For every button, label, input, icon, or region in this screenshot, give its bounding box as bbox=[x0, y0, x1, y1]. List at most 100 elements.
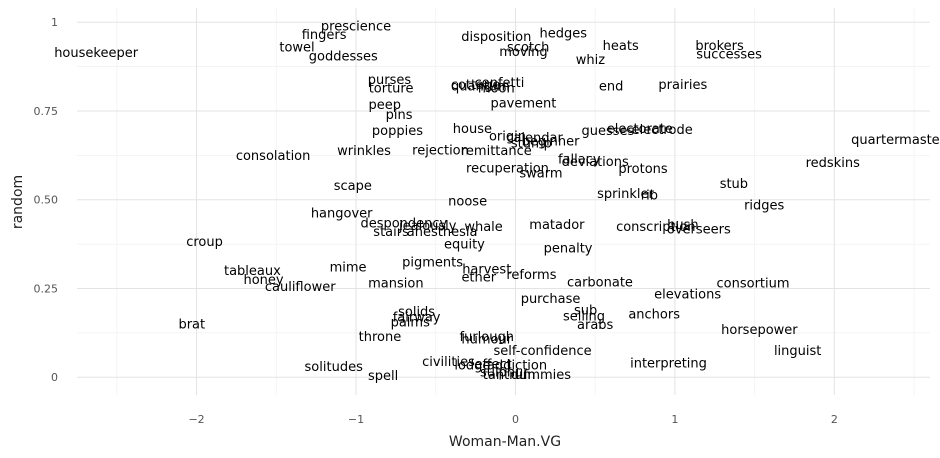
point-label: fingers bbox=[302, 28, 347, 43]
point-label: protons bbox=[618, 162, 668, 177]
point-label: hangover bbox=[311, 207, 373, 222]
point-label: rejection bbox=[412, 144, 469, 159]
point-label: solids bbox=[398, 305, 435, 320]
point-label: noose bbox=[448, 194, 487, 209]
point-label: whale bbox=[464, 220, 502, 235]
point-label: heats bbox=[603, 39, 639, 54]
point-label: cauliflower bbox=[265, 280, 336, 295]
point-label: origin bbox=[489, 129, 526, 144]
point-label: croup bbox=[186, 235, 223, 250]
point-label: sub bbox=[574, 303, 597, 318]
point-label: stub bbox=[720, 177, 748, 192]
point-label: stump bbox=[511, 136, 552, 151]
point-label: ridges bbox=[744, 199, 784, 214]
point-label: consortium bbox=[717, 277, 790, 292]
point-label: pins bbox=[386, 108, 413, 123]
point-label: successes bbox=[696, 48, 762, 63]
point-label: purses bbox=[368, 73, 412, 88]
point-label: solitudes bbox=[305, 360, 364, 375]
x-tick-label: 2 bbox=[831, 413, 838, 426]
point-label: effect bbox=[475, 357, 512, 372]
point-label: tantrum bbox=[483, 368, 536, 383]
point-label: scape bbox=[334, 179, 372, 194]
point-label: selling bbox=[563, 310, 605, 325]
point-label: electorate bbox=[607, 122, 673, 137]
point-label: sprinkler bbox=[597, 187, 654, 202]
point-label: brat bbox=[178, 317, 205, 332]
point-label: disposition bbox=[461, 30, 531, 45]
point-label: guesses bbox=[582, 124, 635, 139]
point-label: harvest bbox=[462, 262, 511, 277]
point-label: end bbox=[599, 80, 624, 95]
point-label: deviations bbox=[562, 155, 629, 170]
point-label: furlough bbox=[460, 330, 514, 345]
x-tick-label: 0 bbox=[512, 413, 519, 426]
point-label: jealously bbox=[398, 219, 457, 234]
x-tick-label: −1 bbox=[348, 413, 364, 426]
point-label: hedges bbox=[540, 26, 588, 41]
point-label: palms bbox=[391, 316, 430, 331]
point-label: anchors bbox=[628, 308, 680, 323]
point-label: wrinkles bbox=[337, 144, 391, 159]
point-label: pigments bbox=[402, 255, 463, 270]
x-axis-ticks: −2 −1 0 1 2 bbox=[188, 413, 837, 426]
point-label: housekeeper bbox=[54, 46, 139, 61]
point-label: goddesses bbox=[309, 49, 378, 64]
point-label: anesthesia bbox=[407, 225, 478, 240]
point-label: linguist bbox=[774, 344, 821, 359]
point-label: recuperation bbox=[466, 161, 549, 176]
point-label: reforms bbox=[506, 268, 556, 283]
point-label: whiz bbox=[576, 53, 605, 68]
point-label: horsepower bbox=[721, 323, 798, 338]
point-label: civilities bbox=[422, 355, 475, 370]
point-label: self-confidence bbox=[494, 344, 592, 359]
point-label: mansion bbox=[368, 277, 423, 292]
point-label: spell bbox=[368, 369, 398, 384]
y-axis-label: random bbox=[10, 175, 26, 229]
point-label: elevations bbox=[654, 287, 721, 302]
major-grid bbox=[77, 8, 930, 395]
point-label: dummies bbox=[511, 368, 571, 383]
point-label: addiction bbox=[487, 358, 547, 373]
point-label: humour bbox=[461, 332, 512, 347]
point-label: rib bbox=[641, 189, 658, 204]
point-label: carbonate bbox=[567, 276, 633, 291]
point-label: fairway bbox=[393, 310, 441, 325]
point-label: cottage bbox=[451, 78, 501, 93]
x-axis-label: Woman-Man.VG bbox=[449, 434, 561, 450]
point-label: mime bbox=[330, 261, 367, 276]
point-label: despondency bbox=[360, 216, 447, 231]
point-label: bush bbox=[667, 218, 699, 233]
y-tick-label: 0.75 bbox=[34, 105, 59, 118]
point-label: remittance bbox=[461, 144, 532, 159]
point-label: poppies bbox=[372, 124, 423, 139]
point-label: pavement bbox=[490, 97, 556, 112]
y-axis-ticks: 0 0.25 0.50 0.75 1 bbox=[34, 16, 59, 384]
point-label: confetti bbox=[475, 76, 525, 91]
point-label: consolation bbox=[236, 149, 311, 164]
point-label: overseers bbox=[667, 222, 731, 237]
point-label: quantum bbox=[451, 80, 510, 95]
point-label: ether bbox=[461, 270, 496, 285]
point-label: redskins bbox=[806, 156, 860, 171]
point-label: towel bbox=[279, 41, 314, 56]
point-label: moving bbox=[499, 45, 547, 60]
y-tick-label: 0 bbox=[51, 371, 58, 384]
point-label: arabs bbox=[577, 318, 614, 333]
point-label: prairies bbox=[658, 78, 707, 93]
point-label: peep bbox=[368, 98, 401, 113]
point-label: throne bbox=[359, 330, 402, 345]
point-label: interpreting bbox=[630, 357, 707, 372]
x-tick-label: −2 bbox=[188, 413, 204, 426]
minor-grid bbox=[77, 8, 930, 395]
point-label: honey bbox=[243, 273, 283, 288]
point-label: calendar bbox=[506, 131, 563, 146]
point-label: quartermaster bbox=[851, 133, 940, 148]
x-tick-label: 1 bbox=[671, 413, 678, 426]
y-tick-label: 0.25 bbox=[34, 282, 59, 295]
point-label: purchase bbox=[521, 292, 581, 307]
point-label: conscription bbox=[616, 220, 695, 235]
point-label: torture bbox=[369, 81, 414, 96]
